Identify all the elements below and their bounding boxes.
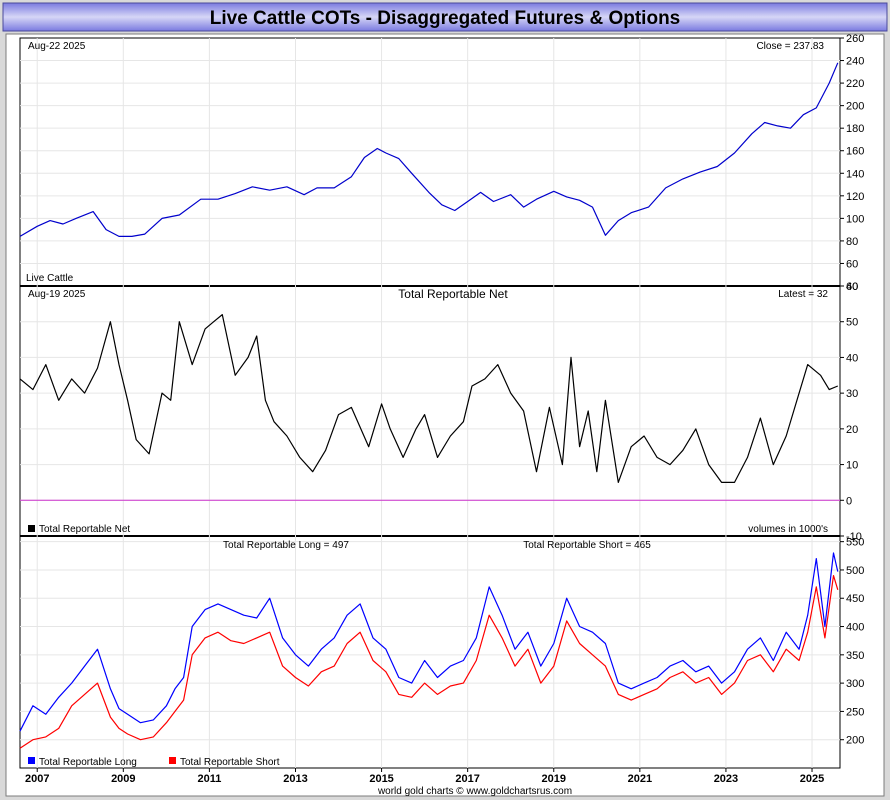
price-date-label: Aug-22 2025	[28, 41, 86, 52]
series-layer	[19, 62, 840, 749]
long-latest-label: Total Reportable Long = 497	[223, 540, 349, 551]
y-tick-label: 350	[846, 650, 864, 662]
x-tick-label: 2013	[283, 773, 307, 785]
x-tick-label: 2019	[542, 773, 566, 785]
y-tick-label: 240	[846, 56, 864, 68]
x-tick-label: 2017	[455, 773, 479, 785]
series-line-long_short-0	[19, 552, 839, 732]
y-tick-label: 180	[846, 123, 864, 135]
series-line-net-0	[19, 314, 839, 483]
title-bar	[2, 2, 888, 32]
y-tick-label: 140	[846, 168, 864, 180]
x-tick-label: 2023	[714, 773, 738, 785]
grid-layer	[20, 38, 840, 768]
net-latest-label: Latest = 32	[778, 289, 828, 300]
footer-credit: world gold charts © www.goldchartsrus.co…	[377, 786, 572, 797]
x-axis: 2007 2009 2011 2013 2015 2017 2019 2021 2023 2025	[25, 768, 824, 785]
y-tick-label: 20	[846, 424, 858, 436]
price-close-label: Close = 237.83	[756, 41, 824, 52]
net-legend-swatch	[28, 525, 35, 532]
y-tick-label: 50	[846, 317, 858, 329]
y-tick-label: 450	[846, 593, 864, 605]
series-line-long_short-1	[19, 574, 839, 749]
y-tick-label: 80	[846, 236, 858, 248]
long-legend-swatch	[28, 757, 35, 764]
y-tick-label: 300	[846, 678, 864, 690]
short-legend-swatch	[169, 757, 176, 764]
price-panel	[19, 37, 841, 287]
y-tick-label: 260	[846, 33, 864, 45]
short-latest-label: Total Reportable Short = 465	[523, 540, 651, 551]
x-tick-label: 2015	[369, 773, 393, 785]
chart-title: Live Cattle COTs - Disaggregated Futures…	[210, 8, 681, 29]
y-tick-label: 200	[846, 735, 864, 747]
net-legend-label: Total Reportable Net	[39, 524, 130, 535]
volumes-note: volumes in 1000's	[748, 524, 828, 535]
y-tick-label: 40	[846, 281, 858, 293]
y-tick-label: 250	[846, 706, 864, 718]
y-tick-label: 100	[846, 213, 864, 225]
y-tick-label: 60	[846, 258, 858, 270]
x-tick-label: 2007	[25, 773, 49, 785]
y-tick-label: 500	[846, 565, 864, 577]
long-legend-label: Total Reportable Long	[39, 757, 137, 768]
y-tick-label: 40	[846, 352, 858, 364]
y-tick-label: 30	[846, 388, 858, 400]
y-tick-label: 120	[846, 191, 864, 203]
y-tick-label: 10	[846, 460, 858, 472]
y-tick-labels: 406080100120140160180200220240260-100102…	[840, 33, 864, 747]
price-series-label: Live Cattle	[26, 273, 74, 284]
series-line-price-0	[19, 62, 839, 237]
y-tick-label: 400	[846, 622, 864, 634]
x-tick-label: 2025	[800, 773, 824, 785]
y-tick-label: 0	[846, 495, 852, 507]
x-tick-label: 2021	[628, 773, 652, 785]
short-legend-label: Total Reportable Short	[180, 757, 280, 768]
net-panel	[19, 285, 841, 537]
y-tick-label: 200	[846, 101, 864, 113]
net-date-label: Aug-19 2025	[28, 289, 86, 300]
x-tick-label: 2009	[111, 773, 135, 785]
y-tick-label: 60	[846, 281, 858, 293]
y-tick-label: 160	[846, 146, 864, 158]
x-tick-label: 2011	[197, 773, 221, 785]
net-panel-title: Total Reportable Net	[398, 287, 508, 301]
y-tick-label: -10	[846, 531, 862, 543]
long-short-panel	[19, 535, 841, 769]
y-tick-label: 550	[846, 537, 864, 549]
y-tick-label: 220	[846, 78, 864, 90]
